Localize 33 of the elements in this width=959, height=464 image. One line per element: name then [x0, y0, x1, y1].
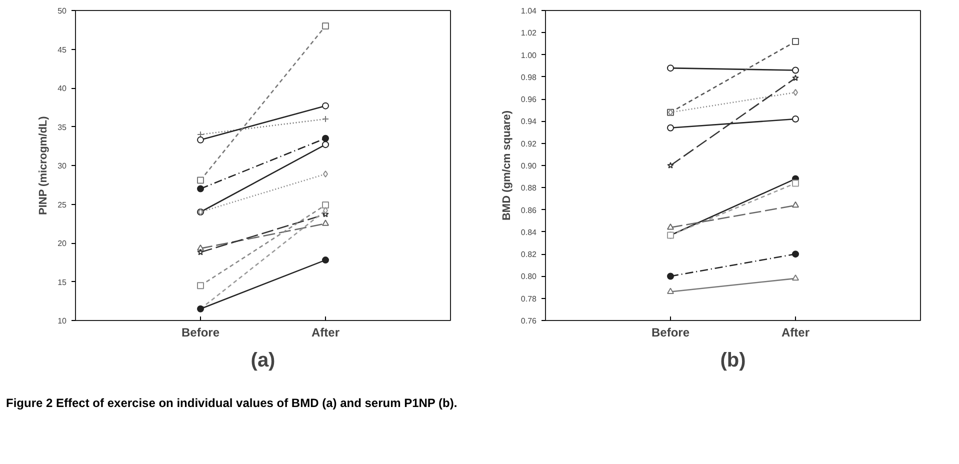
y-tick-label: 35 — [58, 122, 68, 132]
y-tick-label: 40 — [58, 84, 68, 93]
y-tick-label: 1.00 — [520, 50, 538, 60]
x-tick-label: After — [312, 326, 340, 340]
y-tick-label: 0.78 — [520, 294, 538, 304]
y-tick-label: 0.88 — [520, 184, 538, 193]
caption: Figure 2 Effect of exercise on individual values of BMD (a) and serum P1NP (b). — [6, 395, 458, 412]
y-tick-label: 0.92 — [520, 139, 538, 148]
y-axis-title: PINP (microgm/dL) — [38, 116, 50, 216]
y-tick-label: 30 — [58, 162, 68, 170]
text: (b) — [720, 350, 746, 372]
y-tick-label: 0.80 — [520, 272, 538, 282]
y-tick-label: 15 — [58, 278, 68, 287]
y-tick-label: 0.86 — [520, 206, 538, 215]
y-tick-label: 0.82 — [520, 250, 538, 260]
y-tick-label: 20 — [58, 239, 68, 248]
y-axis-title: BMD (gm/cm square) — [500, 110, 513, 221]
y-tick-label: 0.84 — [520, 228, 538, 237]
y-tick-label: 45 — [58, 45, 68, 54]
y-tick-label: 1.02 — [520, 28, 538, 38]
x-tick-label: After — [782, 326, 810, 340]
text: (a) — [250, 350, 276, 372]
y-tick-label: 0.94 — [520, 117, 538, 126]
x-tick-label: Before — [181, 326, 220, 340]
y-tick-label: 25 — [58, 200, 68, 210]
y-tick-label: 0.96 — [520, 95, 538, 104]
y-tick-label: 10 — [58, 316, 68, 326]
y-tick-label: 0.98 — [520, 72, 538, 82]
y-tick-label: 50 — [58, 6, 68, 16]
x-tick-label: Before — [651, 326, 690, 340]
y-tick-label: 0.76 — [520, 316, 538, 326]
y-tick-label: 0.90 — [520, 162, 538, 170]
y-tick-label: 1.04 — [520, 6, 538, 16]
